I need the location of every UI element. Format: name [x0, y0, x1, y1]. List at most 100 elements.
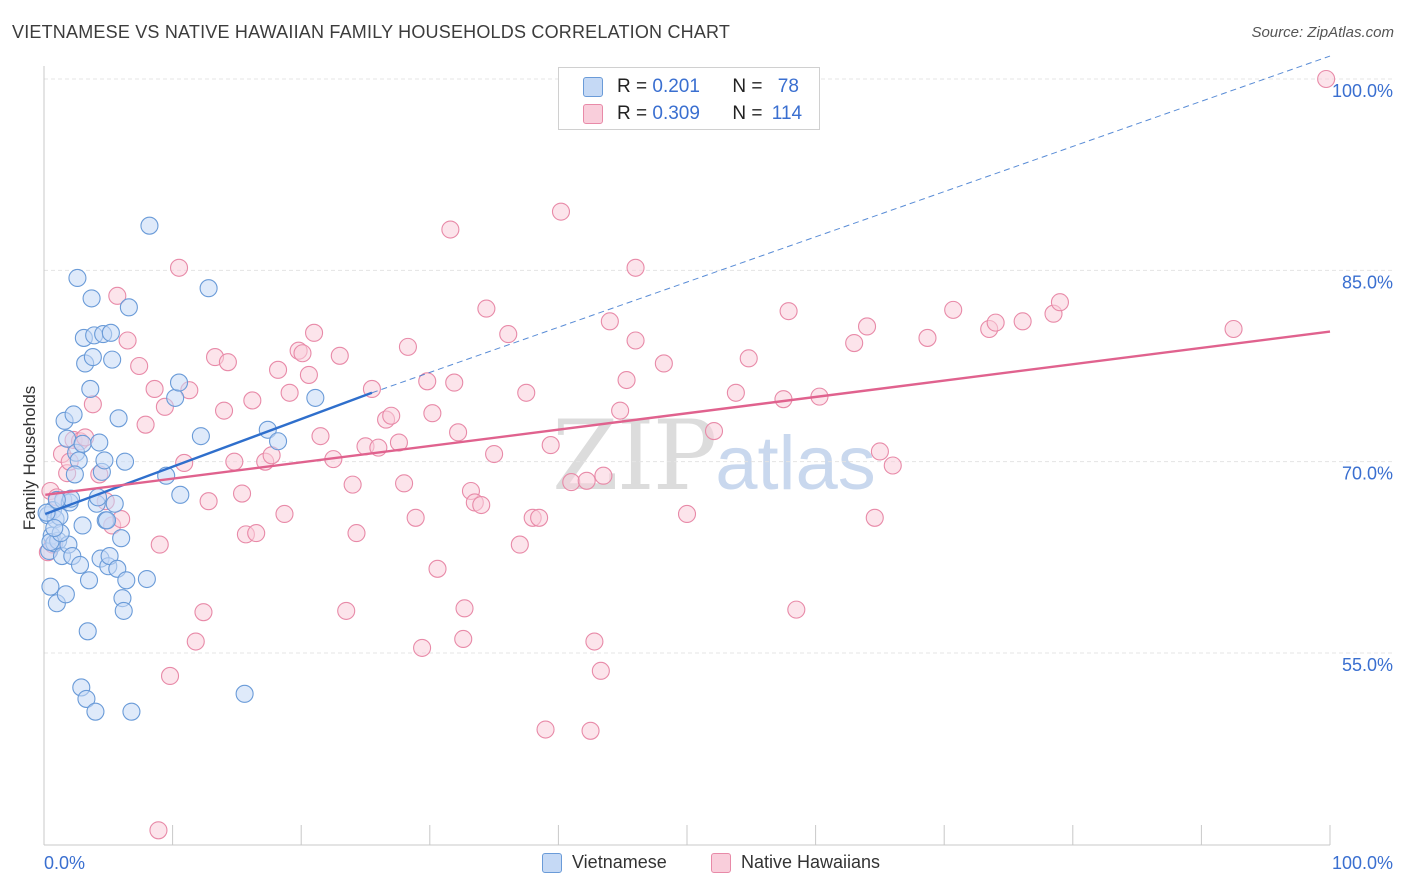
hawaiian-point [299, 365, 318, 384]
vietnamese-point [140, 216, 159, 235]
vietnamese-point [64, 405, 83, 424]
vietnamese-point [103, 350, 122, 369]
hawaiian-point [280, 383, 299, 402]
vietnamese-point [122, 702, 141, 721]
hawaiian-point [330, 346, 349, 365]
hawaiian-point [562, 473, 581, 492]
hawaiian-point [845, 333, 864, 353]
legend-item-native-hawaiians[interactable]: Native Hawaiians [711, 852, 880, 873]
hawaiian-point [130, 356, 149, 376]
vietnamese-point [166, 388, 185, 407]
hawaiian-point [477, 299, 496, 318]
hawaiian-point [293, 344, 312, 363]
vietnamese-point [41, 577, 60, 596]
hawaiian-point [577, 471, 596, 490]
r-label: R = [617, 103, 648, 124]
hawaiian-point [149, 821, 168, 840]
watermark-atlas: atlas [715, 421, 876, 506]
vietnamese-point [90, 433, 109, 452]
y-tick-label: 55.0% [1342, 655, 1393, 675]
vietnamese-point [112, 529, 131, 548]
hawaiian-point [247, 524, 266, 543]
hawaiian-point [275, 504, 294, 524]
vietnamese-point [77, 689, 96, 708]
hawaiian-point [865, 508, 884, 527]
legend-item-vietnamese[interactable]: Vietnamese [542, 852, 667, 873]
hawaiian-point [445, 373, 464, 392]
hawaiian-point [406, 508, 425, 527]
hawaiian-point [1224, 319, 1243, 339]
hawaiian-point [169, 258, 189, 277]
hawaiian-point [472, 495, 491, 515]
stats-row-hawaiian: R = 0.309 N = 114 [583, 101, 802, 127]
vietnamese-point [105, 494, 124, 513]
hawaiian-point [218, 353, 237, 372]
y-tick-label: 70.0% [1342, 464, 1393, 484]
hawaiian-point [455, 599, 474, 618]
y-axis-label: Family Households [20, 385, 39, 531]
vietnamese-point [199, 279, 218, 298]
hawaiian-point [594, 466, 613, 485]
vietnamese-point [97, 511, 117, 530]
hawaiian-point [654, 354, 673, 373]
hawaiian-point [779, 302, 798, 321]
hawaiian-point [145, 379, 164, 399]
vietnamese-point [78, 622, 97, 641]
n-label: N = [732, 76, 763, 97]
hawaiian-trend-line [45, 330, 1331, 497]
hawaiian-point [118, 331, 137, 350]
hawaiian-point [585, 632, 604, 651]
vietnamese-point [83, 348, 102, 367]
hawaiian-point [199, 492, 218, 511]
hawaiian-point [626, 331, 645, 350]
y-tick-label: 85.0% [1342, 272, 1393, 292]
hawaiian-point [510, 535, 529, 554]
hawaiian-swatch [583, 104, 603, 124]
hawaiian-point [347, 524, 366, 543]
vietnamese-swatch [583, 77, 603, 97]
hawaiian-point [83, 395, 102, 414]
hawaiian-point [530, 508, 549, 527]
hawaiian-point [413, 638, 432, 657]
hawaiian-point [870, 442, 889, 461]
hawaiian-point [160, 666, 180, 686]
hawaiian-point [626, 258, 645, 277]
r-label: R = [617, 76, 648, 97]
watermark-zip: ZIP [552, 400, 717, 512]
hawaiian-point [136, 415, 155, 434]
vietnamese-point [68, 268, 87, 288]
hawaiian-point [517, 383, 536, 402]
vietnamese-point [235, 684, 254, 703]
hawaiian-point [541, 436, 560, 455]
watermark: ZIPatlas [552, 400, 876, 512]
vietnamese-point [82, 289, 101, 308]
vietnamese-point [79, 571, 99, 590]
hawaiian-point [787, 600, 806, 619]
vietnamese-point [114, 601, 133, 620]
r-value: 0.201 [652, 76, 700, 97]
hawaiian-point [305, 323, 324, 342]
vietnamese-point [306, 388, 325, 407]
hawaiian-point [214, 401, 234, 420]
hawaiian-point [454, 629, 473, 649]
vietnamese-point [169, 373, 189, 392]
hawaiian-point [398, 337, 417, 356]
vietnamese-swatch [542, 852, 562, 873]
vietnamese-point [86, 702, 105, 721]
hawaiian-swatch [711, 852, 731, 873]
vietnamese-point [45, 518, 64, 538]
stats-legend: R = 0.201 N = 78 R = 0.309 N = 114 [558, 67, 820, 130]
vietnamese-point [95, 451, 114, 470]
hawaiian-point [591, 661, 610, 680]
vietnamese-point [70, 555, 90, 575]
hawaiian-point [423, 404, 442, 423]
hawaiian-point [551, 202, 571, 221]
hawaiian-point [418, 372, 437, 391]
hawaiian-point [986, 313, 1005, 332]
chart-title: VIETNAMESE VS NATIVE HAWAIIAN FAMILY HOU… [12, 22, 731, 42]
vietnamese-point [269, 432, 288, 451]
hawaiian-point [311, 427, 330, 446]
hawaiian-point [449, 423, 468, 442]
hawaiian-point [243, 391, 262, 410]
